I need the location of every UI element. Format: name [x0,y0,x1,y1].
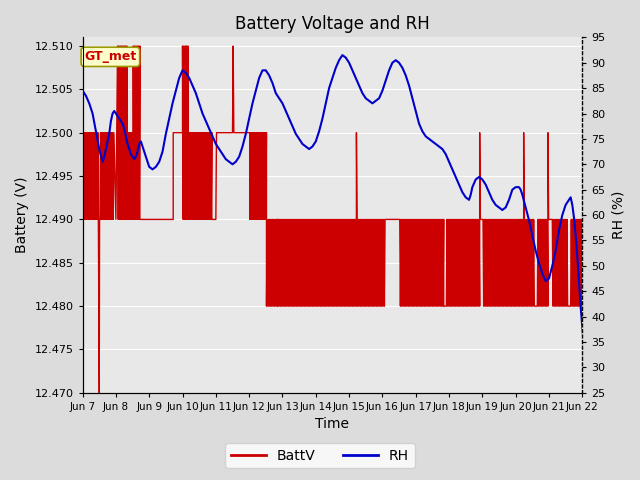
Legend: BattV, RH: BattV, RH [225,443,415,468]
Y-axis label: RH (%): RH (%) [611,191,625,239]
Y-axis label: Battery (V): Battery (V) [15,177,29,253]
X-axis label: Time: Time [316,418,349,432]
Title: Battery Voltage and RH: Battery Voltage and RH [235,15,430,33]
Text: GT_met: GT_met [84,50,136,63]
